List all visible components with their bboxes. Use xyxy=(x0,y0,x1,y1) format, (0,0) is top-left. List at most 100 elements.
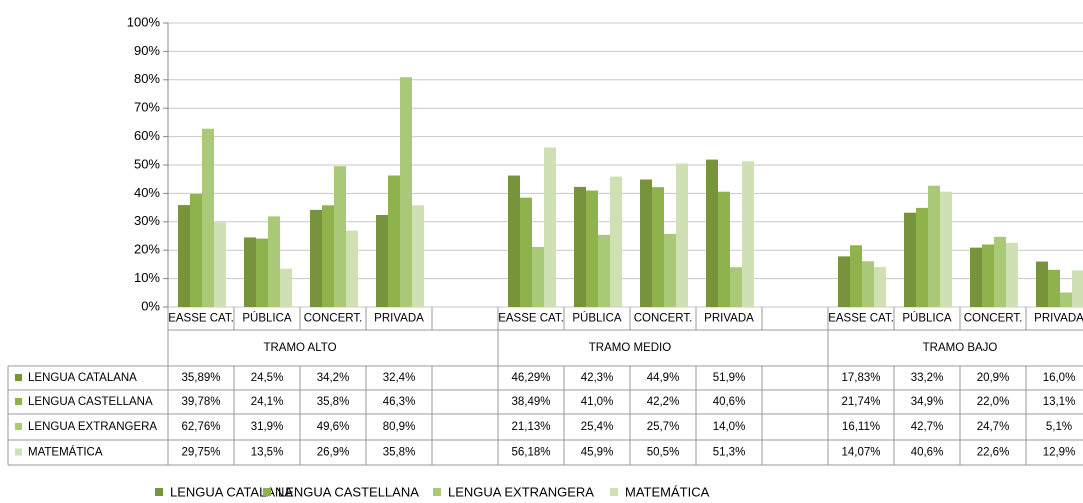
legend-label: MATEMÁTICA xyxy=(625,484,710,499)
value-label: 34,9% xyxy=(911,396,944,408)
category-label: EASSE CAT. xyxy=(828,313,894,325)
value-label: 42,2% xyxy=(647,396,680,408)
bar xyxy=(400,77,412,307)
bar xyxy=(706,159,718,307)
group-label: TRAMO BAJO xyxy=(923,342,998,354)
bar xyxy=(1036,261,1048,307)
bar xyxy=(1048,269,1060,307)
bar xyxy=(532,246,544,307)
value-label: 17,83% xyxy=(841,372,880,384)
value-label: 50,5% xyxy=(647,447,680,459)
value-label: 62,76% xyxy=(181,421,220,433)
bar xyxy=(1060,292,1072,307)
bar xyxy=(520,197,532,307)
value-label: 24,5% xyxy=(251,372,284,384)
group-label: TRAMO MEDIO xyxy=(589,342,671,354)
value-label: 21,13% xyxy=(511,421,550,433)
bar xyxy=(388,175,400,307)
bar xyxy=(970,247,982,307)
bar xyxy=(412,205,424,307)
bar xyxy=(586,190,598,307)
value-label: 46,3% xyxy=(383,396,416,408)
bar xyxy=(346,230,358,307)
bar xyxy=(640,179,652,307)
bar xyxy=(916,207,928,307)
bar xyxy=(322,205,334,307)
category-label: PRIVADA xyxy=(374,313,424,325)
value-label: 16,0% xyxy=(1043,372,1076,384)
bar xyxy=(280,268,292,307)
bar xyxy=(598,234,610,307)
value-label: 34,2% xyxy=(317,372,350,384)
bar xyxy=(508,175,520,307)
value-label: 44,9% xyxy=(647,372,680,384)
bar xyxy=(928,185,940,307)
value-label: 42,7% xyxy=(911,421,944,433)
y-tick-label: 10% xyxy=(134,270,160,285)
y-tick-label: 70% xyxy=(134,100,160,115)
category-label: EASSE CAT. xyxy=(498,313,564,325)
legend-swatch xyxy=(15,423,22,430)
bar xyxy=(268,216,280,307)
value-label: 25,4% xyxy=(581,421,614,433)
legend-swatch xyxy=(15,448,22,456)
category-label: CONCERT. xyxy=(634,313,693,325)
value-label: 42,3% xyxy=(581,372,614,384)
y-tick-label: 20% xyxy=(134,242,160,257)
value-label: 31,9% xyxy=(251,421,284,433)
bar xyxy=(676,163,688,307)
bar xyxy=(652,187,664,307)
value-label: 16,11% xyxy=(842,421,880,433)
legend-label: LENGUA CASTELLANA xyxy=(278,484,419,499)
row-label: LENGUA CASTELLANA xyxy=(28,396,153,408)
bar xyxy=(742,161,754,307)
bar xyxy=(1072,270,1083,307)
row-label: LENGUA CATALANA xyxy=(28,372,137,384)
value-label: 26,9% xyxy=(317,447,350,459)
category-label: CONCERT. xyxy=(964,313,1023,325)
category-label: CONCERT. xyxy=(304,313,363,325)
value-label: 51,9% xyxy=(713,372,746,384)
bar xyxy=(940,191,952,307)
row-label: LENGUA EXTRANGERA xyxy=(28,421,157,433)
bar xyxy=(730,267,742,307)
value-label: 41,0% xyxy=(581,396,614,408)
value-label: 21,74% xyxy=(841,396,880,408)
y-tick-label: 30% xyxy=(134,213,160,228)
y-tick-label: 100% xyxy=(127,14,161,29)
bar xyxy=(190,194,202,307)
bar xyxy=(256,238,268,307)
value-label: 13,5% xyxy=(251,447,284,459)
legend-swatch xyxy=(433,488,441,496)
value-label: 29,75% xyxy=(181,447,220,459)
value-label: 24,7% xyxy=(977,421,1010,433)
bar xyxy=(664,234,676,307)
value-label: 56,18% xyxy=(511,447,550,459)
value-label: 22,6% xyxy=(977,447,1010,459)
value-label: 14,07% xyxy=(841,447,880,459)
y-tick-label: 60% xyxy=(134,128,160,143)
legend-label: LENGUA EXTRANGERA xyxy=(448,484,594,499)
value-label: 20,9% xyxy=(977,372,1010,384)
bar xyxy=(310,209,322,307)
value-label: 5,1% xyxy=(1046,421,1072,433)
legend-swatch xyxy=(15,398,22,405)
legend-swatch xyxy=(610,488,618,496)
bar xyxy=(718,191,730,307)
bar xyxy=(1006,242,1018,307)
value-label: 14,0% xyxy=(713,421,746,433)
category-label: PRIVADA xyxy=(1034,313,1083,325)
category-label: PÚBLICA xyxy=(902,312,952,325)
bar xyxy=(874,267,886,307)
value-label: 38,49% xyxy=(511,396,550,408)
bar xyxy=(214,222,226,307)
bar xyxy=(610,176,622,307)
category-label: PÚBLICA xyxy=(572,312,622,325)
bar xyxy=(178,205,190,307)
category-label: PRIVADA xyxy=(704,313,754,325)
y-tick-label: 0% xyxy=(141,298,160,313)
y-tick-label: 40% xyxy=(134,185,160,200)
value-label: 51,3% xyxy=(713,447,746,459)
value-label: 39,78% xyxy=(181,396,220,408)
